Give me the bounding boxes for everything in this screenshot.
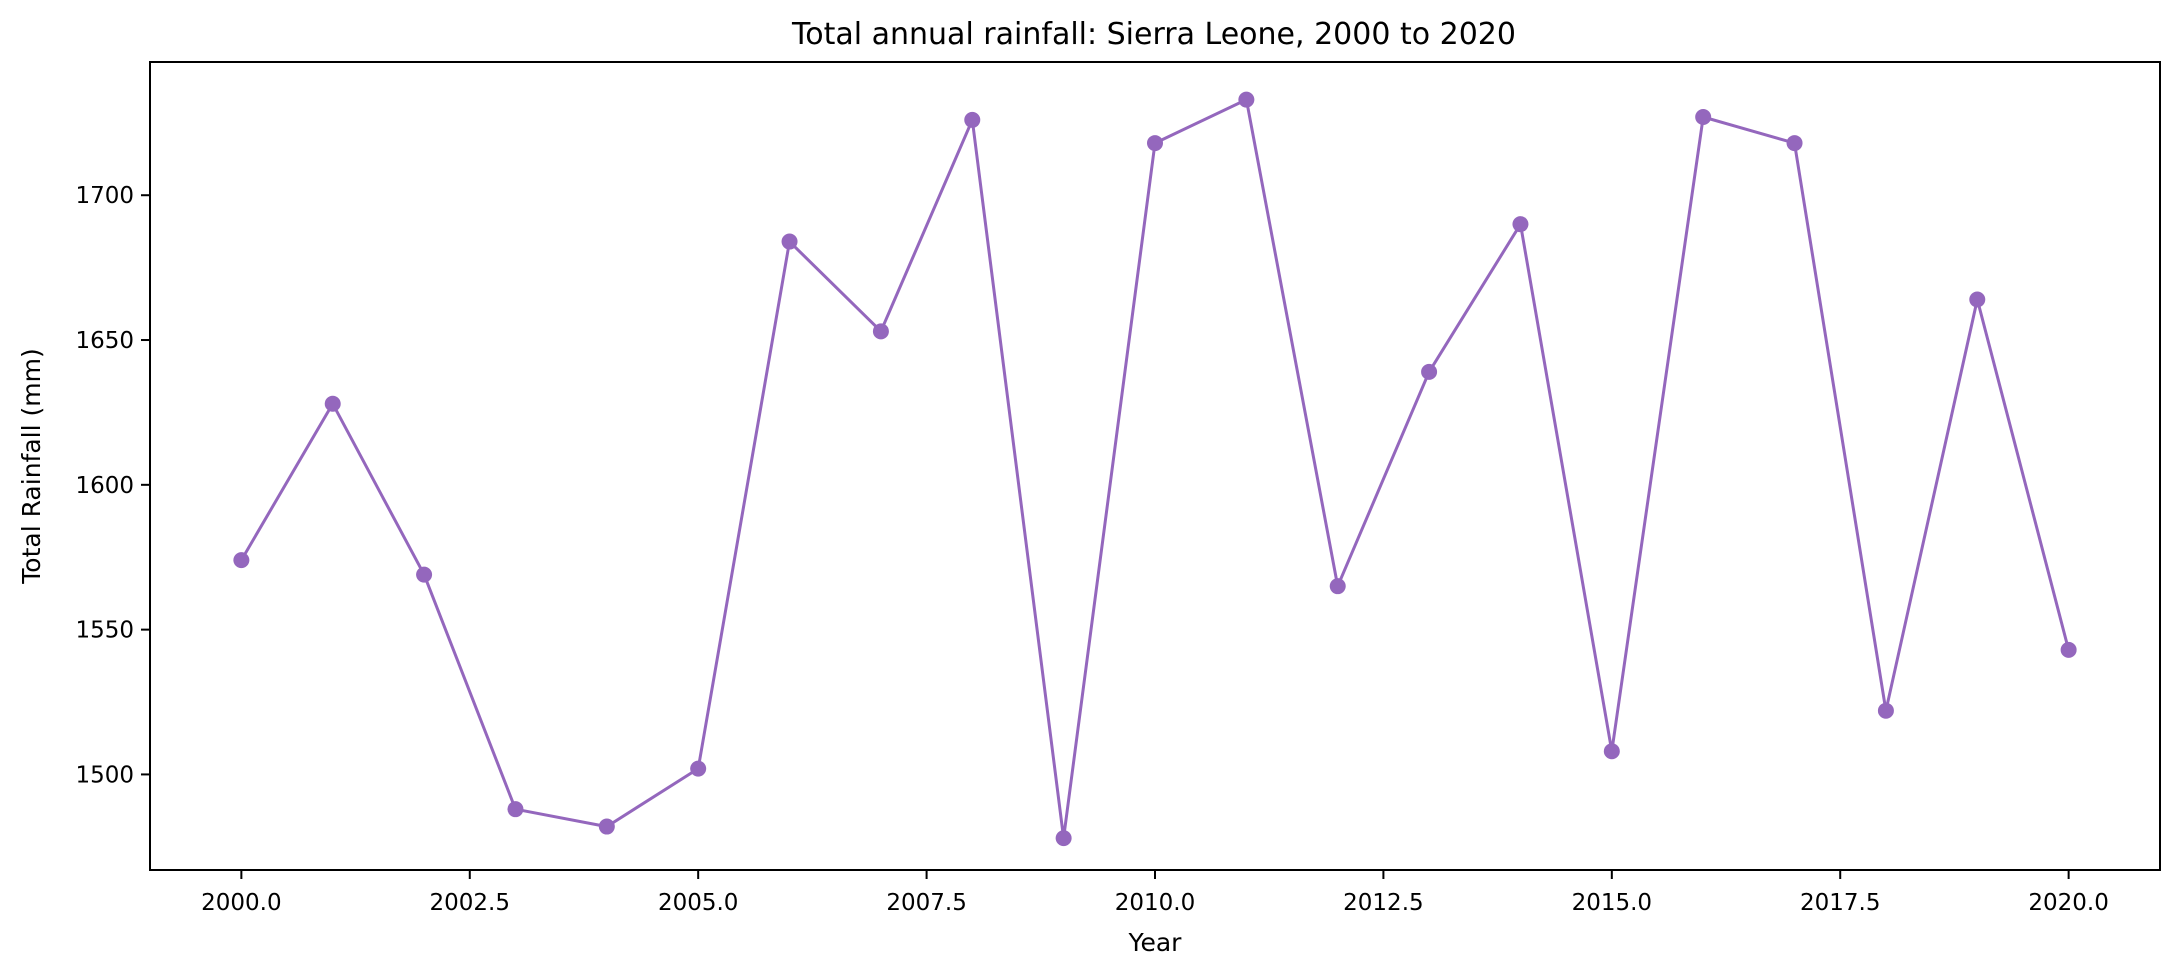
data-point [1695,109,1712,126]
data-point [1147,135,1163,152]
x-axis: 2000.0 2002.5 2005.0 2007.5 2010.0 2012.5 2015… [201,870,2109,916]
y-tick-label: 1550 [75,618,134,644]
data-point [964,111,981,128]
data-point [507,801,524,818]
plot-area [233,91,2077,847]
data-point [2060,641,2077,658]
data-point [416,566,433,583]
y-axis: 1500 1550 1600 1650 1700 [75,183,150,788]
data-point [1877,702,1894,719]
x-tick-label: 2000.0 [201,890,281,916]
series-line [240,98,2071,840]
data-point [781,233,798,250]
y-tick-label: 1500 [75,762,134,788]
x-tick-label: 2005.0 [658,890,738,916]
data-point [1512,216,1529,233]
y-tick-label: 1600 [75,473,134,499]
data-point [233,552,250,569]
y-tick-label: 1650 [75,328,134,354]
data-point [1238,91,1255,108]
data-point [1603,743,1620,760]
plot-frame [149,61,2161,871]
x-tick-label: 2007.5 [886,890,966,916]
data-point [1055,830,1072,847]
data-point [598,818,615,835]
data-point [1969,291,1986,308]
data-point [1329,578,1346,595]
data-point [1421,363,1438,380]
data-point [1786,135,1803,152]
x-tick-label: 2002.5 [430,890,510,916]
x-tick-label: 2010.0 [1115,890,1195,916]
data-point [872,323,889,340]
y-axis-label: Total Rainfall (mm) [17,348,46,584]
x-axis-label: Year [1128,928,1183,957]
x-tick-label: 2015.0 [1572,890,1652,916]
x-tick-label: 2020.0 [2028,890,2108,916]
data-point [324,395,341,412]
x-tick-label: 2012.5 [1343,890,1423,916]
data-point [690,760,707,777]
x-tick-label: 2017.5 [1800,890,1880,916]
y-tick-label: 1700 [75,183,134,209]
chart-title: Total annual rainfall: Sierra Leone, 200… [791,17,1516,52]
